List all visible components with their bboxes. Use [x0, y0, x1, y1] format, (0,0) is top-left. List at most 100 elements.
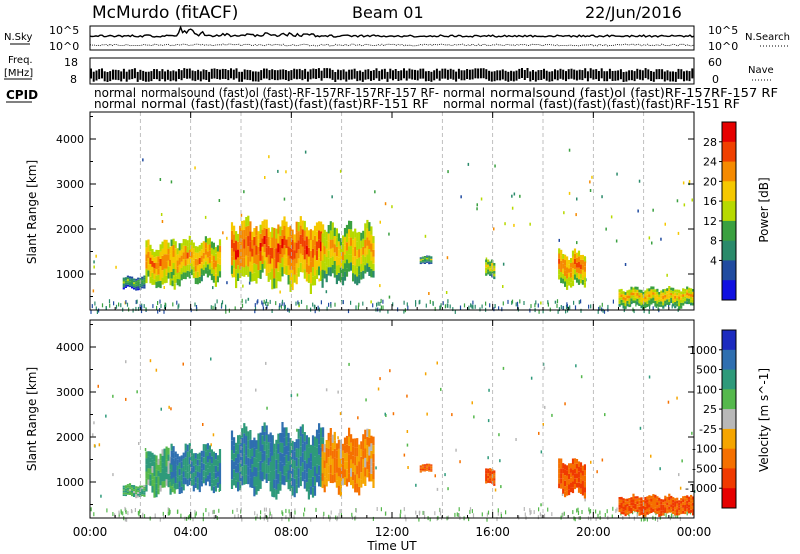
vel-echo-cell [320, 457, 323, 467]
freq-mark [416, 70, 419, 81]
power-echo-cell [303, 230, 306, 241]
vel-clutter [328, 514, 330, 519]
power-echo-cell [487, 269, 490, 272]
noise-tick-left-bottom: 10^0 [49, 40, 79, 53]
power-echo-cell [321, 251, 324, 261]
power-echo-cell [489, 271, 492, 274]
power-clutter [265, 299, 268, 304]
power-echo-cell [245, 265, 248, 275]
power-clutter [447, 299, 449, 304]
cpid-row2-c: normal [443, 97, 485, 111]
vel-echo-cell [343, 461, 347, 470]
vel-echo-cell [307, 437, 310, 448]
vel-echo-cell [239, 444, 242, 454]
power-echo-cell [644, 299, 647, 303]
vel-echo-cell [230, 450, 234, 460]
vel-clutter [500, 513, 502, 518]
power-echo-cell [666, 299, 669, 303]
vel-clutter [481, 512, 483, 517]
vel-echo-cell [208, 472, 211, 480]
vel-clutter [562, 512, 564, 517]
freq-mark [106, 72, 109, 82]
vel-speckle [564, 402, 566, 406]
power-echo-cell [309, 229, 312, 240]
power-echo-cell [341, 268, 345, 277]
freq-mark [466, 69, 469, 79]
power-clutter [254, 309, 256, 314]
vel-clutter [581, 510, 583, 514]
power-speckle [504, 222, 506, 226]
power-echo-cell [303, 240, 306, 250]
freq-mark [600, 68, 603, 79]
vel-clutter [576, 508, 578, 513]
freq-mark [136, 71, 139, 82]
vel-echo-cell [137, 486, 140, 489]
power-echo-cell [564, 281, 567, 287]
power-echo-cell [188, 264, 191, 272]
power-echo-cell [249, 221, 252, 232]
freq-mark [688, 71, 691, 82]
power-echo-cell [634, 292, 637, 295]
power-clutter [468, 305, 470, 310]
vel-echo-cell [265, 473, 268, 483]
power-clutter [159, 299, 161, 304]
power-speckle [92, 289, 95, 293]
vel-echo-cell [131, 490, 134, 493]
vel-echo-cell [666, 496, 669, 500]
vel-clutter [612, 506, 614, 511]
vel-echo-cell [318, 433, 321, 445]
power-echo-cell [566, 261, 569, 268]
power-echo-cell [210, 260, 213, 268]
vel-speckle [98, 443, 101, 447]
vel-echo-cell [323, 460, 326, 469]
vel-echo-cell [660, 507, 663, 511]
vel-echo-cell [145, 458, 148, 465]
power-clutter [407, 305, 409, 310]
power-clutter [392, 302, 394, 307]
power-echo-cell [167, 260, 170, 267]
power-echo-cell [566, 273, 569, 279]
power-clutter [429, 299, 431, 304]
vel-cbar-swatch [722, 488, 736, 509]
power-echo-cell [690, 299, 693, 303]
vel-echo-cell [269, 442, 272, 453]
vel-echo-cell [167, 467, 170, 474]
power-echo-cell [311, 276, 315, 286]
vel-echo-cell [265, 463, 268, 474]
power-ytick-label: 1000 [56, 268, 84, 281]
vel-echo-cell [652, 497, 655, 501]
vel-echo-cell [301, 443, 304, 453]
power-echo-cell [335, 274, 338, 285]
vel-echo-cell [307, 489, 310, 500]
power-echo-cell [668, 298, 671, 302]
vel-echo-cell [562, 488, 565, 494]
vel-echo-cell [646, 499, 649, 503]
freq-mark [551, 71, 554, 82]
power-echo-cell [656, 297, 659, 301]
power-echo-cell [174, 241, 177, 249]
vel-echo-cell [577, 471, 581, 478]
vel-echo-cell [259, 460, 262, 471]
power-echo-cell [558, 274, 561, 280]
vel-echo-cell [241, 466, 244, 476]
power-echo-cell [128, 276, 132, 279]
power-echo-cell [370, 268, 373, 278]
power-echo-cell [283, 264, 286, 274]
power-clutter [547, 300, 549, 305]
vel-echo-cell [318, 454, 321, 466]
power-echo-cell [249, 251, 252, 262]
power-clutter [494, 304, 496, 308]
vel-clutter [241, 517, 243, 522]
vel-echo-cell [568, 473, 571, 480]
power-echo-cell [271, 258, 274, 269]
vel-echo-cell [295, 484, 298, 494]
freq-mark [446, 69, 449, 80]
vel-echo-cell [358, 453, 361, 462]
power-clutter [568, 306, 570, 311]
power-echo-cell [624, 292, 627, 295]
vel-echo-cell [358, 469, 361, 479]
vel-echo-cell [259, 479, 262, 489]
vel-echo-cell [356, 474, 359, 484]
vel-echo-cell [170, 464, 173, 472]
power-echo-cell [630, 289, 633, 293]
